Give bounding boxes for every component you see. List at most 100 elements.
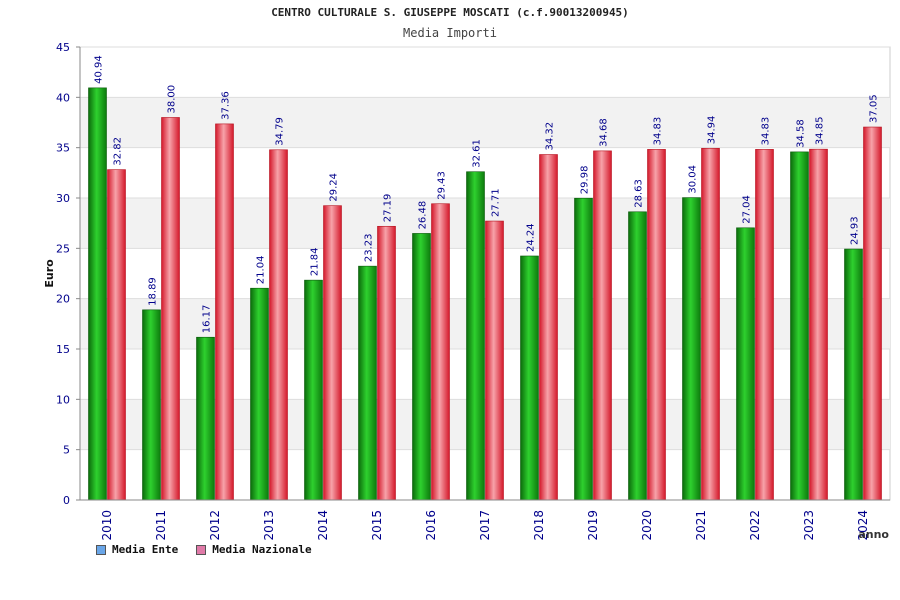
y-axis-title: Euro <box>43 259 56 288</box>
data-label: 27.19 <box>383 194 394 223</box>
y-tick-label: 40 <box>56 91 70 104</box>
chart-subtitle: Media Importi <box>403 26 497 40</box>
legend-item-nazionale: Media Nazionale <box>196 543 312 556</box>
grid-band <box>80 298 890 349</box>
bar-media-ente <box>628 211 647 501</box>
y-tick-label: 45 <box>56 41 70 54</box>
data-label: 40.94 <box>94 55 105 84</box>
x-tick-label: 2020 <box>640 510 654 541</box>
x-tick-label: 2021 <box>694 510 708 541</box>
y-tick-label: 10 <box>56 393 70 406</box>
data-label: 34.83 <box>653 117 664 146</box>
bar-media-nazionale <box>485 220 504 501</box>
data-label: 23.23 <box>364 234 375 263</box>
x-tick-label: 2011 <box>154 510 168 541</box>
data-label: 37.05 <box>869 94 880 123</box>
data-label: 18.89 <box>148 277 159 306</box>
bar-media-nazionale <box>431 203 450 501</box>
data-label: 32.82 <box>113 137 124 166</box>
y-tick-label: 20 <box>56 293 70 306</box>
bar-media-nazionale <box>107 169 126 501</box>
data-label: 27.71 <box>491 188 502 217</box>
bar-media-nazionale <box>863 126 882 501</box>
x-tick-label: 2014 <box>316 510 330 541</box>
y-tick-label: 35 <box>56 142 70 155</box>
legend-item-ente: Media Ente <box>96 543 178 556</box>
data-label: 37.36 <box>221 91 232 120</box>
bar-media-ente <box>412 233 431 501</box>
x-tick-label: 2015 <box>370 510 384 541</box>
x-tick-label: 2022 <box>748 510 762 541</box>
x-tick-label: 2010 <box>100 510 114 541</box>
bar-media-nazionale <box>593 150 612 501</box>
legend-label-ente: Media Ente <box>112 543 179 556</box>
bar-media-ente <box>682 197 701 501</box>
data-label: 29.43 <box>437 171 448 200</box>
bar-media-ente <box>790 151 809 501</box>
x-axis-title: anno <box>858 528 889 541</box>
bar-media-nazionale <box>377 225 396 501</box>
bar-media-ente <box>520 255 539 501</box>
bar-media-nazionale <box>755 149 774 501</box>
grid-band <box>80 97 890 148</box>
bar-media-ente <box>844 248 863 501</box>
data-label: 34.58 <box>796 119 807 148</box>
x-tick-label: 2012 <box>208 510 222 541</box>
data-label: 34.32 <box>545 122 556 151</box>
grid-band <box>80 399 890 450</box>
bar-media-nazionale <box>323 205 342 501</box>
y-tick-label: 5 <box>63 444 70 457</box>
bar-media-ente <box>304 279 323 501</box>
bar-media-nazionale <box>215 123 234 501</box>
x-tick-label: 2023 <box>802 510 816 541</box>
data-label: 21.84 <box>310 248 321 277</box>
data-label: 29.98 <box>580 166 591 195</box>
legend-swatch-ente <box>96 544 106 555</box>
data-label: 27.04 <box>742 195 753 224</box>
data-label: 24.93 <box>850 216 861 245</box>
data-label: 34.83 <box>761 117 772 146</box>
y-tick-label: 15 <box>56 343 70 356</box>
data-label: 32.61 <box>472 139 483 168</box>
data-label: 30.04 <box>688 165 699 194</box>
bar-media-ente <box>142 309 161 501</box>
bar-media-ente <box>250 287 269 501</box>
data-label: 26.48 <box>418 201 429 230</box>
bars-layer: 40.94 32.82 18.89 38.00 16.17 37.36 21.04 34.79… <box>88 55 882 501</box>
bar-media-ente <box>196 336 215 501</box>
x-tick-label: 2019 <box>586 510 600 541</box>
grid-layer <box>79 46 891 501</box>
x-tick-label: 2018 <box>532 510 546 541</box>
data-label: 34.68 <box>599 118 610 147</box>
legend: Media Ente Media Nazionale <box>96 543 312 556</box>
bar-media-ente <box>358 265 377 501</box>
data-label: 21.04 <box>256 256 267 285</box>
bar-media-nazionale <box>647 149 666 501</box>
bar-media-ente <box>574 197 593 501</box>
chart-title: CENTRO CULTURALE S. GIUSEPPE MOSCATI (c.… <box>271 6 629 19</box>
bar-media-ente <box>466 171 485 501</box>
bar-media-ente <box>88 87 107 501</box>
x-tick-label: 2013 <box>262 510 276 541</box>
grid-band <box>80 198 890 249</box>
y-tick-label: 30 <box>56 192 70 205</box>
bar-media-ente <box>736 227 755 501</box>
data-label: 34.85 <box>815 117 826 146</box>
data-label: 16.17 <box>202 305 213 334</box>
data-label: 29.24 <box>329 173 340 202</box>
legend-swatch-nazionale <box>196 544 207 555</box>
x-tick-label: 2016 <box>424 510 438 541</box>
y-tick-label: 0 <box>63 494 70 507</box>
legend-label-nazionale: Media Nazionale <box>212 543 312 556</box>
bar-media-nazionale <box>161 117 180 501</box>
bar-media-nazionale <box>269 149 288 501</box>
bar-media-nazionale <box>539 154 558 501</box>
data-label: 34.79 <box>275 117 286 146</box>
x-tick-label: 2024 <box>856 510 870 541</box>
y-tick-label: 25 <box>56 242 70 255</box>
data-label: 28.63 <box>634 179 645 208</box>
data-label: 38.00 <box>167 85 178 114</box>
bar-media-nazionale <box>809 148 828 501</box>
